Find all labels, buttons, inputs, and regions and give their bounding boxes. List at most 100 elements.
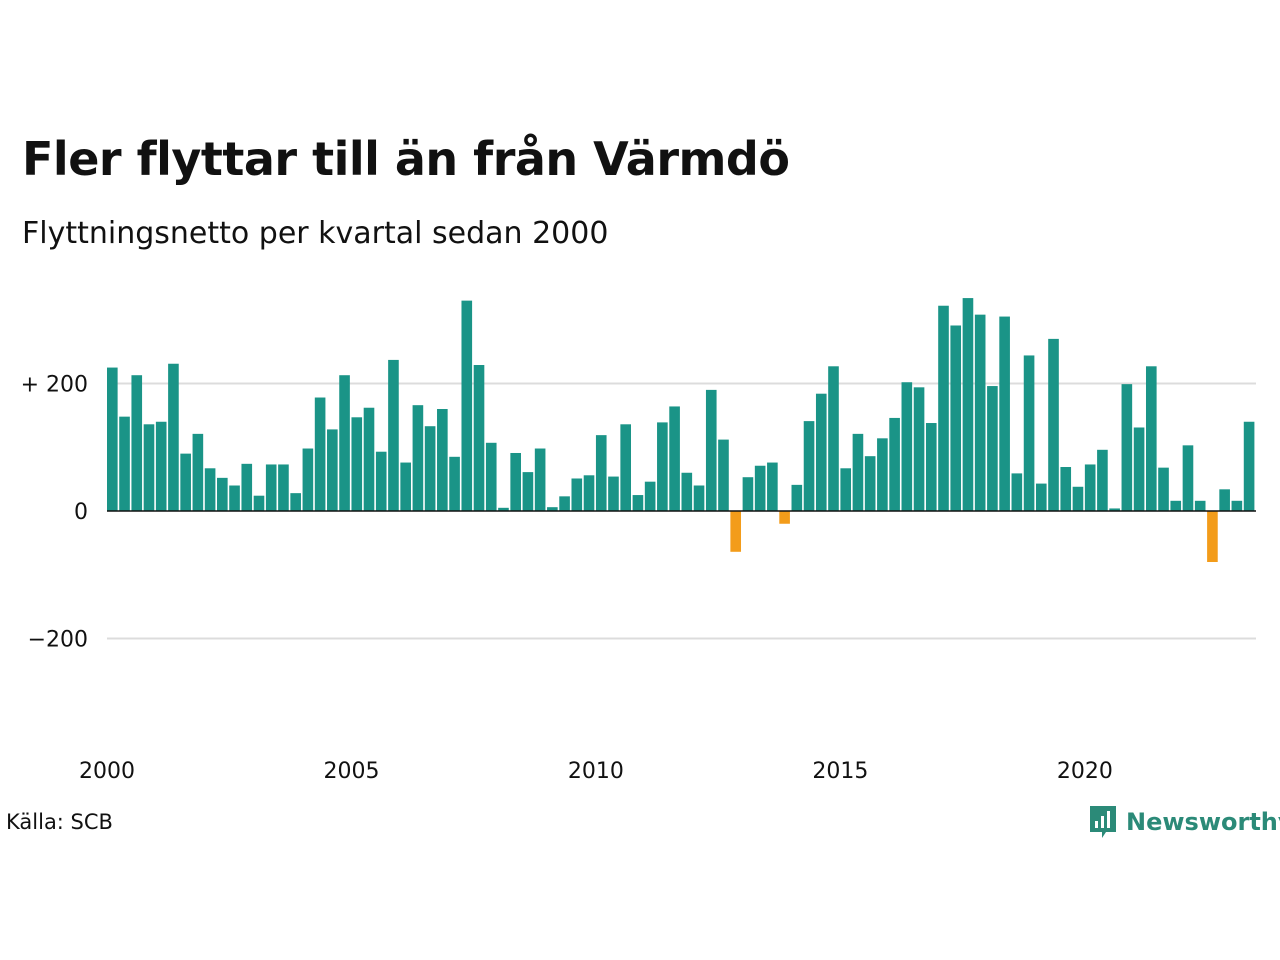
bar <box>1121 384 1133 511</box>
bar <box>375 451 387 511</box>
bar <box>437 409 448 511</box>
bar <box>877 438 888 511</box>
bar <box>559 496 570 511</box>
bar <box>1145 366 1157 511</box>
bar <box>925 423 937 511</box>
bar <box>253 495 265 511</box>
source-note: Källa: SCB <box>6 810 113 834</box>
bar <box>1182 445 1194 511</box>
bar <box>669 406 680 511</box>
bar <box>522 472 534 511</box>
bar <box>388 359 399 511</box>
bar <box>302 448 314 511</box>
bar <box>730 511 742 552</box>
x-tick-label: 2010 <box>568 759 624 784</box>
bar <box>229 485 240 511</box>
bar <box>204 468 216 511</box>
bar <box>815 393 827 511</box>
bar <box>290 493 301 511</box>
bar <box>1035 483 1047 511</box>
bar <box>265 464 277 511</box>
x-tick-label: 2020 <box>1057 759 1113 784</box>
bar <box>485 442 497 511</box>
bar <box>705 389 717 511</box>
bar <box>241 463 253 511</box>
bar <box>168 363 179 511</box>
bar <box>119 416 130 511</box>
y-axis-labels: + 200 0 −200 <box>21 373 88 653</box>
bar <box>840 468 852 511</box>
bar <box>1084 464 1096 511</box>
bar <box>889 417 900 511</box>
bar <box>962 298 974 511</box>
bar <box>400 462 411 511</box>
x-tick-label: 2005 <box>324 759 380 784</box>
bar <box>657 422 668 511</box>
bar <box>718 439 729 511</box>
bar <box>620 424 631 511</box>
x-tick-label: 2015 <box>812 759 868 784</box>
bar <box>852 433 864 511</box>
bar <box>143 424 155 511</box>
y-tick-label: + 200 <box>21 373 88 398</box>
bar <box>339 375 350 511</box>
bar <box>767 462 778 511</box>
bar <box>1097 449 1108 511</box>
bar <box>571 478 583 511</box>
bar <box>155 421 167 511</box>
brand-logo[interactable]: Newsworthy <box>1088 804 1280 840</box>
bar <box>1231 500 1243 511</box>
bar <box>461 300 473 511</box>
bar <box>1011 473 1023 511</box>
bar <box>412 405 424 511</box>
x-axis-labels: 2000 2005 2010 2015 2020 <box>79 759 1113 784</box>
bar <box>1023 355 1035 511</box>
y-tick-label: −200 <box>28 628 88 653</box>
bar <box>131 375 143 511</box>
bars <box>107 298 1255 562</box>
bar <box>498 507 509 511</box>
bar <box>595 435 607 511</box>
bar <box>180 453 191 511</box>
bar <box>1194 500 1206 511</box>
bar <box>107 367 118 511</box>
bar <box>999 316 1010 511</box>
bar <box>583 475 595 511</box>
bar <box>192 433 204 511</box>
bar <box>828 366 839 511</box>
bar <box>864 456 876 511</box>
bar <box>913 387 925 511</box>
x-tick-label: 2000 <box>79 759 135 784</box>
brand-name: Newsworthy <box>1126 808 1280 836</box>
bar <box>1133 427 1145 511</box>
bar <box>1243 421 1255 511</box>
bar <box>987 386 998 511</box>
bar <box>632 495 644 511</box>
bar <box>510 452 521 511</box>
bar <box>547 507 558 511</box>
bar <box>1207 511 1218 562</box>
bar <box>644 481 656 511</box>
bar <box>1158 467 1169 511</box>
bar <box>449 456 460 511</box>
bar <box>754 465 766 511</box>
bar <box>1170 500 1182 511</box>
bar <box>791 484 803 511</box>
bar <box>217 477 228 511</box>
bar <box>1048 338 1059 512</box>
bar <box>950 325 962 511</box>
bar <box>803 421 815 511</box>
bar <box>681 472 693 511</box>
bar <box>974 314 986 511</box>
bar <box>938 305 949 511</box>
bar <box>608 476 619 511</box>
newsworthy-logo-icon <box>1090 806 1116 838</box>
bar <box>1060 467 1072 511</box>
bar <box>901 382 913 511</box>
chart-subtitle: Flyttningsnetto per kvartal sedan 2000 <box>22 216 609 251</box>
bar <box>1072 486 1084 511</box>
gridlines <box>107 382 1256 640</box>
bar <box>1109 508 1120 511</box>
bar <box>1219 489 1230 511</box>
